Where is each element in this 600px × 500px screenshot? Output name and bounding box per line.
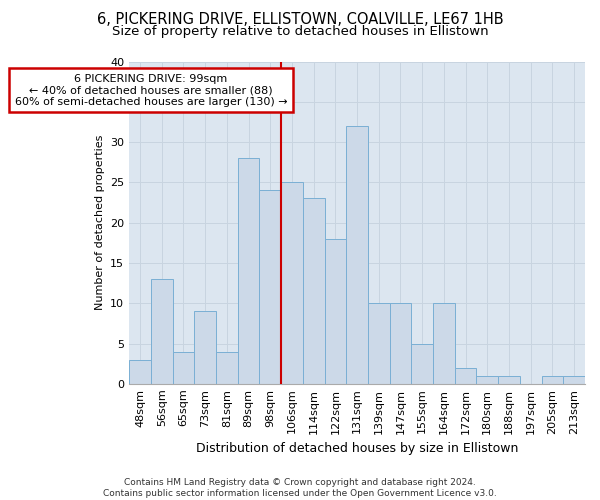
- Text: 6 PICKERING DRIVE: 99sqm
← 40% of detached houses are smaller (88)
60% of semi-d: 6 PICKERING DRIVE: 99sqm ← 40% of detach…: [14, 74, 287, 107]
- Bar: [281, 182, 303, 384]
- Bar: [368, 303, 389, 384]
- Bar: [542, 376, 563, 384]
- Bar: [433, 303, 455, 384]
- Bar: [455, 368, 476, 384]
- Bar: [129, 360, 151, 384]
- Bar: [412, 344, 433, 384]
- Bar: [346, 126, 368, 384]
- Bar: [151, 279, 173, 384]
- Text: 6, PICKERING DRIVE, ELLISTOWN, COALVILLE, LE67 1HB: 6, PICKERING DRIVE, ELLISTOWN, COALVILLE…: [97, 12, 503, 28]
- Bar: [476, 376, 498, 384]
- Bar: [259, 190, 281, 384]
- Bar: [238, 158, 259, 384]
- Bar: [389, 303, 412, 384]
- Text: Size of property relative to detached houses in Ellistown: Size of property relative to detached ho…: [112, 25, 488, 38]
- Bar: [498, 376, 520, 384]
- Bar: [194, 312, 216, 384]
- Text: Contains HM Land Registry data © Crown copyright and database right 2024.
Contai: Contains HM Land Registry data © Crown c…: [103, 478, 497, 498]
- X-axis label: Distribution of detached houses by size in Ellistown: Distribution of detached houses by size …: [196, 442, 518, 455]
- Bar: [325, 239, 346, 384]
- Bar: [173, 352, 194, 384]
- Y-axis label: Number of detached properties: Number of detached properties: [95, 135, 104, 310]
- Bar: [303, 198, 325, 384]
- Bar: [216, 352, 238, 384]
- Bar: [563, 376, 585, 384]
